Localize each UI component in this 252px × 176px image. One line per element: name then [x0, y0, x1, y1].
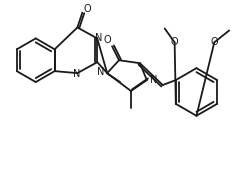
Text: O: O — [103, 35, 111, 45]
Text: N: N — [97, 67, 104, 77]
Text: N: N — [72, 69, 80, 79]
Text: N: N — [149, 75, 156, 85]
Text: O: O — [83, 4, 91, 14]
Text: O: O — [170, 37, 178, 47]
Text: O: O — [210, 37, 217, 47]
Text: N: N — [94, 33, 102, 43]
